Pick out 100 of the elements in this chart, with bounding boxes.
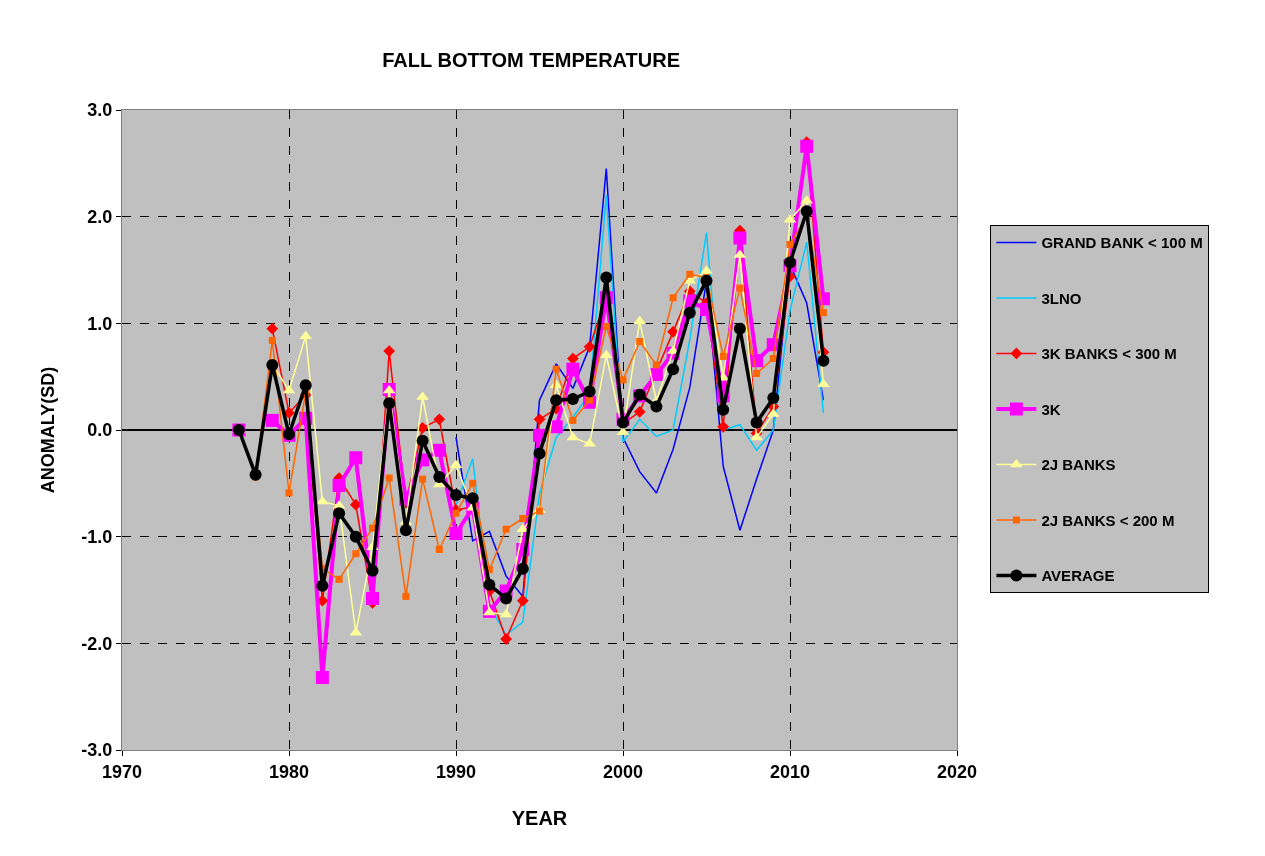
x-tick-label: 1970	[101, 761, 143, 782]
point	[767, 392, 780, 404]
legend-label: 3K	[1041, 400, 1061, 418]
point	[636, 337, 644, 345]
point	[266, 322, 279, 335]
x-tick-label: 1990	[435, 761, 477, 782]
point	[733, 322, 746, 335]
point	[385, 474, 393, 482]
point	[333, 507, 346, 520]
point	[667, 326, 679, 338]
point	[769, 355, 777, 363]
x-tick-label: 2020	[936, 761, 978, 782]
point	[683, 306, 696, 319]
legend-label: AVERAGE	[1041, 567, 1115, 585]
point	[733, 231, 747, 245]
x-tick-label: 1980	[268, 761, 310, 782]
point	[700, 274, 713, 287]
point	[366, 564, 379, 577]
point	[550, 394, 563, 407]
point	[784, 256, 796, 269]
point	[449, 526, 463, 540]
point	[602, 323, 610, 331]
legend-label: 3LNO	[1041, 289, 1082, 307]
y-tick-label: -3.0	[81, 740, 113, 761]
point	[433, 470, 446, 483]
point	[352, 550, 360, 558]
y-tick-label: 0.0	[87, 420, 113, 441]
point	[650, 400, 663, 413]
point	[566, 431, 580, 441]
point	[249, 468, 262, 481]
point	[652, 361, 660, 369]
point	[566, 393, 579, 406]
point	[600, 271, 613, 284]
chart-title: FALL BOTTOM TEMPERATURE	[382, 48, 681, 71]
y-axis-title: ANOMALY(SD)	[37, 366, 58, 494]
point	[450, 489, 462, 502]
point	[399, 524, 412, 537]
point	[800, 205, 813, 218]
point	[452, 509, 460, 517]
point	[583, 385, 596, 398]
point	[750, 431, 763, 441]
point	[419, 475, 427, 483]
point	[552, 365, 560, 373]
point	[519, 515, 527, 523]
y-tick-label: 3.0	[87, 100, 113, 121]
point	[366, 592, 379, 606]
point	[483, 578, 496, 591]
point	[619, 376, 627, 384]
point	[268, 336, 276, 344]
y-tick-label: -2.0	[81, 633, 113, 654]
point	[469, 479, 477, 487]
point	[719, 352, 727, 360]
point	[466, 492, 479, 505]
y-tick-label: -1.0	[81, 526, 113, 547]
point	[332, 478, 346, 492]
point	[432, 443, 446, 457]
point	[316, 495, 329, 505]
point	[516, 562, 529, 575]
point	[349, 530, 362, 543]
point	[335, 575, 343, 583]
y-tick-label: 2.0	[87, 206, 113, 227]
point	[667, 363, 680, 376]
point	[316, 579, 329, 592]
x-axis-title: YEAR	[511, 807, 568, 830]
point	[299, 379, 312, 392]
point	[569, 416, 577, 424]
point	[786, 240, 794, 248]
x-tick-label: 2000	[602, 761, 644, 782]
point	[285, 489, 293, 497]
point	[819, 309, 827, 317]
point	[416, 422, 429, 434]
point	[817, 354, 830, 367]
point	[516, 594, 529, 607]
point	[753, 369, 761, 377]
point	[500, 633, 512, 645]
point	[533, 413, 546, 426]
point	[265, 413, 279, 427]
point	[717, 403, 730, 416]
point	[500, 592, 513, 605]
point	[583, 340, 596, 353]
legend-label: 3K BANKS < 300 M	[1041, 345, 1177, 363]
point	[533, 447, 546, 460]
point	[686, 270, 694, 278]
point	[433, 413, 446, 426]
point	[750, 416, 763, 429]
point	[502, 525, 510, 533]
point	[599, 349, 613, 359]
legend-label: 2J BANKS	[1041, 456, 1116, 474]
point	[736, 284, 744, 292]
point	[315, 670, 329, 684]
point	[383, 397, 396, 410]
point	[633, 406, 646, 418]
point	[566, 362, 580, 376]
point	[383, 345, 396, 357]
point	[800, 139, 814, 153]
point	[669, 294, 677, 302]
x-tick-label: 2010	[769, 761, 811, 782]
point	[349, 451, 363, 465]
legend-label: GRAND BANK < 100 M	[1041, 234, 1203, 252]
y-tick-label: 1.0	[87, 313, 113, 334]
